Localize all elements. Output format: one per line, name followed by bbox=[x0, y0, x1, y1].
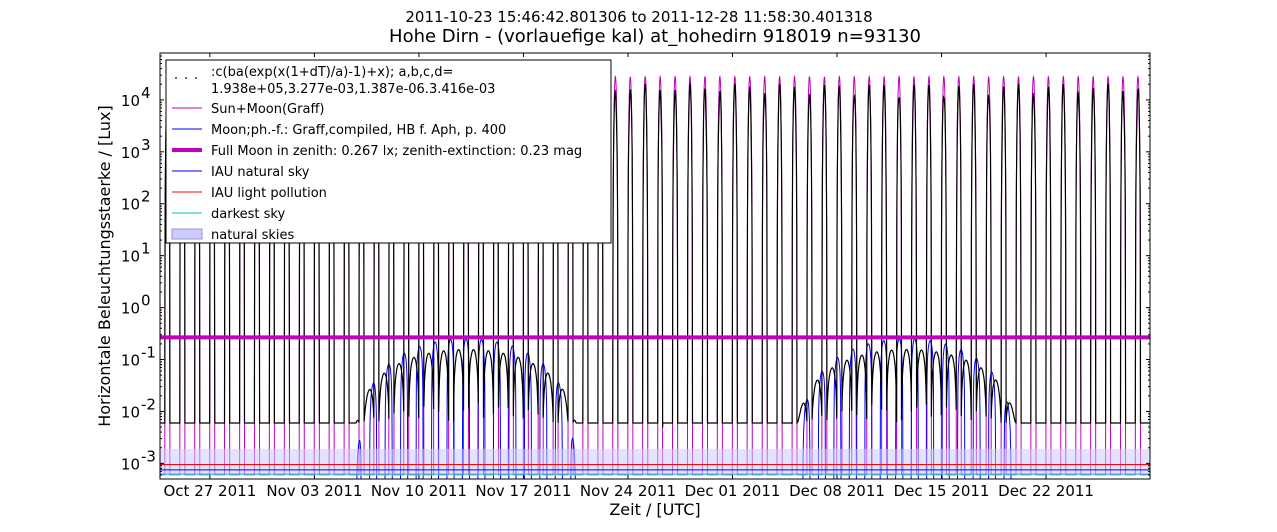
y-tick-exponent: -2 bbox=[141, 395, 156, 413]
x-tick-label: Nov 03 2011 bbox=[266, 482, 362, 500]
y-tick-label: 10 bbox=[121, 196, 140, 214]
legend-marker bbox=[185, 77, 187, 79]
legend-label: Moon;ph.-f.: Graff,compiled, HB f. Aph, … bbox=[211, 123, 506, 138]
y-tick-label: 10 bbox=[121, 352, 140, 370]
y-tick-exponent: -1 bbox=[141, 344, 156, 362]
legend-label: IAU natural sky bbox=[211, 165, 310, 180]
y-tick-exponent: 0 bbox=[141, 292, 151, 310]
y-tick-label: 10 bbox=[121, 144, 140, 162]
x-tick-label: Dec 01 2011 bbox=[685, 482, 781, 500]
y-tick-label: 10 bbox=[121, 455, 140, 473]
legend-label: Full Moon in zenith: 0.267 lx; zenith-ex… bbox=[211, 144, 582, 159]
plot-frame bbox=[159, 52, 1151, 480]
legend-label: natural skies bbox=[211, 228, 295, 243]
x-tick-label: Nov 17 2011 bbox=[475, 482, 571, 500]
y-axis-label: Horizontale Beleuchtungsstaerke / [Lux] bbox=[95, 105, 114, 427]
x-tick-label: Oct 27 2011 bbox=[164, 482, 257, 500]
legend-marker bbox=[171, 228, 203, 240]
y-tick-exponent: 4 bbox=[141, 84, 151, 102]
legend-box bbox=[165, 59, 612, 244]
y-tick-label: 10 bbox=[121, 403, 140, 421]
legend: :c(ba(exp(x(1+dT)/a)-1)+x); a,b,c,d= 1.93… bbox=[165, 59, 612, 244]
y-tick-label: 10 bbox=[121, 248, 140, 266]
x-tick-label: Nov 24 2011 bbox=[580, 482, 676, 500]
x-axis: Oct 27 2011 Nov 03 2011 Nov 10 2011 Nov 17 … bbox=[164, 53, 1094, 500]
y-tick-exponent: 3 bbox=[141, 136, 151, 154]
y-tick-label: 10 bbox=[121, 92, 140, 110]
x-tick-label: Nov 10 2011 bbox=[371, 482, 467, 500]
y-tick-exponent: 2 bbox=[141, 188, 151, 206]
y-tick-label: 10 bbox=[121, 300, 140, 318]
y-tick-exponent: 1 bbox=[141, 240, 151, 258]
legend-label: Sun+Moon(Graff) bbox=[211, 102, 324, 117]
legend-label: darkest sky bbox=[211, 207, 285, 222]
x-tick-label: Dec 22 2011 bbox=[998, 482, 1094, 500]
natural-skies-band bbox=[160, 448, 1150, 476]
reference-lines-layer bbox=[160, 335, 1150, 476]
legend-label: 1.938e+05,3.277e-03,1.387e-06.3.416e-03 bbox=[211, 82, 495, 97]
x-tick-label: Dec 15 2011 bbox=[894, 482, 990, 500]
chart-subtitle: Hohe Dirn - (vorlauefige kal) at_hohedir… bbox=[389, 26, 921, 47]
legend-marker bbox=[195, 77, 197, 79]
x-axis-label: Zeit / [UTC] bbox=[609, 500, 700, 519]
series-measured-data bbox=[160, 82, 1150, 428]
x-tick-label: Dec 08 2011 bbox=[789, 482, 885, 500]
legend-label: IAU light pollution bbox=[211, 186, 327, 201]
y-tick-exponent: -3 bbox=[141, 447, 156, 465]
chart-title: 2011-10-23 15:46:42.801306 to 2011-12-28… bbox=[405, 8, 872, 26]
legend-marker bbox=[175, 77, 177, 79]
legend-label: :c(ba(exp(x(1+dT)/a)-1)+x); a,b,c,d= bbox=[211, 65, 453, 80]
